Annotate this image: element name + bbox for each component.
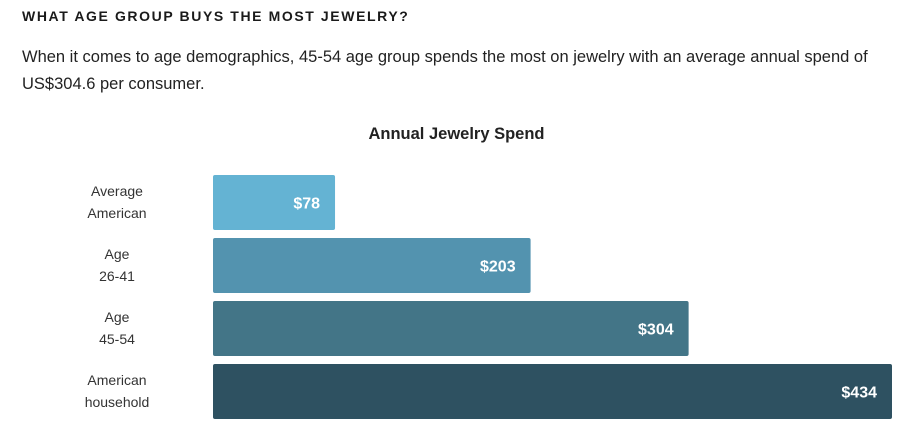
- bar-value-label-0: $78: [293, 196, 320, 213]
- category-label-3: American household: [85, 372, 150, 410]
- bar-2: [213, 301, 689, 356]
- chart-title: Annual Jewelry Spend: [368, 125, 545, 143]
- section-heading: WHAT AGE GROUP BUYS THE MOST JEWELRY?: [22, 8, 410, 24]
- bar-chart: $78 Average American $203 Age 26-41 $304 Age 45-…: [85, 175, 892, 419]
- intro-paragraph: When it comes to age demographics, 45-54…: [22, 48, 868, 93]
- category-label-0: Average American: [87, 183, 146, 221]
- bar-value-label-2: $304: [638, 322, 674, 339]
- category-label-1: Age 26-41: [99, 246, 135, 284]
- bar-0: [213, 175, 336, 230]
- category-label-2: Age 45-54: [99, 309, 135, 347]
- bar-value-label-1: $203: [480, 259, 516, 276]
- bar-3: [213, 364, 892, 419]
- bar-value-label-3: $434: [841, 385, 877, 402]
- bar-1: [213, 238, 531, 293]
